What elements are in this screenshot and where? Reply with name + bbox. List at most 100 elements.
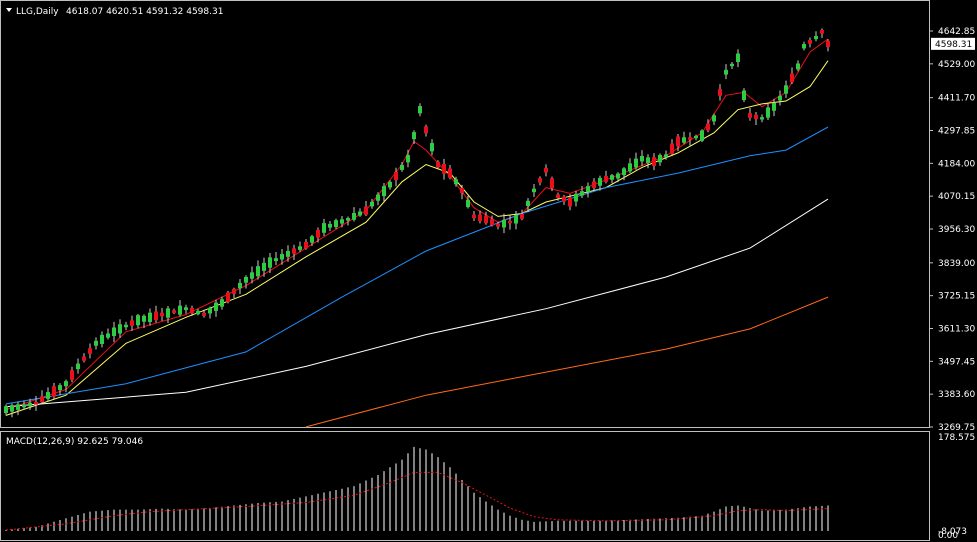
- macd-label: MACD(12,26,9) 92.625 79.046: [6, 437, 143, 447]
- collapse-triangle-icon[interactable]: [6, 8, 12, 12]
- candle-body: [808, 40, 812, 44]
- candle-body: [58, 385, 62, 391]
- candle-body: [460, 187, 464, 194]
- candle-body: [652, 157, 656, 166]
- candle-body: [568, 197, 572, 207]
- candle-body: [508, 220, 512, 224]
- candle-body: [520, 213, 524, 219]
- candle-body: [352, 213, 356, 220]
- candle-body: [514, 215, 518, 224]
- candle-body: [472, 214, 476, 219]
- candle-body: [202, 312, 206, 316]
- price-panel: [0, 0, 930, 428]
- candle-body: [724, 69, 728, 75]
- candle-body: [730, 63, 734, 67]
- candle-body: [484, 215, 488, 224]
- candle-body: [106, 333, 110, 338]
- candle-body: [496, 223, 500, 227]
- candle-body: [148, 312, 152, 323]
- candle-body: [454, 179, 458, 185]
- candle-body: [40, 396, 44, 403]
- candle-body: [286, 250, 290, 257]
- candle-body: [244, 276, 248, 283]
- candle-body: [238, 282, 242, 289]
- candle-body: [154, 311, 158, 321]
- candle-body: [256, 266, 260, 277]
- price-tick-label: 4184.00: [938, 159, 975, 169]
- candle-body: [658, 155, 662, 163]
- candle-body: [232, 288, 236, 294]
- candle-body: [412, 132, 416, 140]
- candle-body: [586, 186, 590, 192]
- candle-body: [16, 404, 20, 410]
- symbol-label: LLG,Daily: [16, 7, 59, 17]
- candle-body: [646, 157, 650, 163]
- candle-body: [34, 401, 38, 405]
- candle-body: [778, 95, 782, 101]
- candle-body: [580, 191, 584, 196]
- candle-body: [28, 402, 32, 407]
- candle-body: [664, 154, 668, 158]
- candle-body: [628, 163, 632, 172]
- candle-body: [124, 324, 128, 328]
- candle-body: [700, 130, 704, 141]
- candle-body: [562, 196, 566, 202]
- candle-body: [448, 168, 452, 178]
- candle-body: [82, 356, 86, 361]
- candle-body: [676, 136, 680, 147]
- ohlc-values: 4618.07 4620.51 4591.32 4598.31: [66, 7, 223, 17]
- candle-body: [298, 246, 302, 250]
- macd-tick-label: -8.073: [938, 527, 967, 537]
- ma-line-ma_slow: [5, 60, 829, 416]
- candle-body: [688, 137, 692, 140]
- candle-body: [328, 223, 332, 228]
- candle-body: [172, 310, 176, 313]
- candle-body: [736, 53, 740, 62]
- candle-body: [634, 158, 638, 168]
- candle-body: [130, 320, 134, 326]
- candle-body: [772, 102, 776, 111]
- candle-body: [436, 161, 440, 168]
- candle-body: [466, 199, 470, 208]
- candle-body: [250, 272, 254, 279]
- candle-body: [262, 262, 266, 271]
- candle-body: [52, 386, 56, 397]
- candle-body: [442, 163, 446, 174]
- price-tick-label: 3383.60: [938, 390, 975, 400]
- candle-body: [322, 223, 326, 233]
- candle-body: [682, 137, 686, 143]
- candle-body: [538, 178, 542, 183]
- candle-body: [166, 308, 170, 318]
- candle-body: [4, 406, 8, 414]
- candle-body: [10, 405, 14, 412]
- price-tick-label: 3839.00: [938, 259, 975, 269]
- candle-body: [742, 90, 746, 101]
- candle-body: [424, 126, 428, 134]
- macd-axis: 178.575 0.00-8.073: [938, 433, 975, 541]
- candle-body: [544, 168, 548, 173]
- candle-body: [94, 340, 98, 346]
- candle-body: [100, 334, 104, 344]
- ma-line-ma_100: [5, 198, 829, 408]
- candle-body: [718, 88, 722, 96]
- candle-body: [670, 143, 674, 154]
- candle-body: [814, 36, 818, 40]
- candle-body: [112, 327, 116, 337]
- candle-body: [394, 171, 398, 181]
- candle-body: [178, 305, 182, 315]
- macd-signal-line: [5, 471, 829, 531]
- candle-body: [592, 181, 596, 188]
- candle-body: [712, 115, 716, 122]
- candle-body: [604, 175, 608, 182]
- candle-body: [142, 315, 146, 322]
- candle-body: [190, 308, 194, 314]
- candle-body: [694, 135, 698, 139]
- candle-body: [766, 107, 770, 118]
- candle-body: [706, 123, 710, 131]
- candle-body: [820, 30, 824, 34]
- candle-body: [292, 248, 296, 254]
- candle-body: [160, 312, 164, 317]
- candle-body: [22, 404, 26, 408]
- candle-body: [418, 106, 422, 114]
